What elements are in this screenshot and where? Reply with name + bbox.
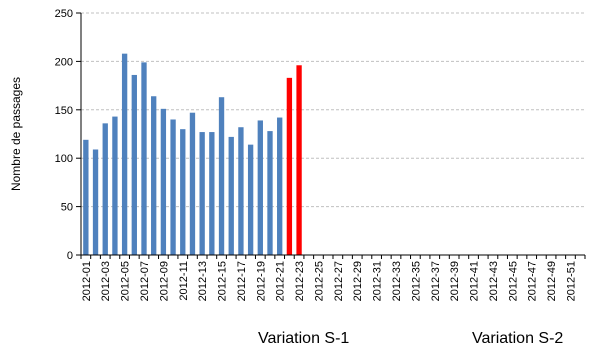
bar-2012-14 [209, 132, 215, 255]
x-tick-label: 2012-05 [120, 261, 132, 301]
x-tick-label: 2012-49 [546, 261, 558, 301]
bar-2012-05 [121, 53, 128, 255]
bar-2012-23 [296, 65, 302, 255]
x-tick-label: 2012-07 [139, 261, 151, 301]
bar-2012-16 [228, 136, 234, 255]
bar-2012-11 [180, 129, 186, 255]
bar-2012-12 [189, 112, 196, 255]
x-tick-label: 2012-15 [217, 261, 229, 301]
x-tick-label: 2012-13 [197, 261, 209, 301]
bar-2012-21 [277, 117, 283, 255]
x-tick-label: 2012-19 [255, 261, 267, 301]
y-axis-label: Nombre de passages [9, 77, 23, 191]
x-tick-label: 2012-23 [294, 261, 306, 301]
bar-2012-07 [141, 62, 147, 256]
y-tick-label: 250 [55, 8, 73, 20]
bar-2012-10 [170, 119, 176, 255]
bar-2012-08 [151, 96, 157, 255]
y-tick-label: 100 [55, 153, 73, 165]
bar-2012-01 [83, 139, 89, 255]
x-tick-label: 2012-43 [488, 261, 500, 301]
x-tick-label: 2012-51 [565, 261, 577, 301]
bar-2012-04 [112, 116, 118, 256]
x-tick-label: 2012-33 [391, 261, 403, 301]
bar-2012-13 [199, 132, 205, 255]
y-tick-label: 150 [55, 105, 73, 117]
footer-variation-s1: Variation S-1 [258, 330, 350, 347]
x-tick-label: 2012-01 [81, 261, 93, 301]
bar-2012-17 [238, 127, 244, 255]
y-tick-label: 200 [55, 56, 73, 68]
grid-layer [81, 12, 585, 208]
x-tick-label: 2012-45 [507, 261, 519, 301]
bar-2012-19 [257, 120, 263, 255]
bar-2012-20 [267, 131, 273, 255]
x-tick-label: 2012-47 [527, 261, 539, 301]
bar-2012-02 [92, 149, 99, 255]
x-tick-label: 2012-21 [275, 261, 287, 301]
x-tick-label: 2012-41 [469, 261, 481, 301]
footer-variation-s2: Variation S-2 [472, 330, 564, 347]
x-tick-label: 2012-03 [100, 261, 112, 301]
x-tick-label: 2012-25 [313, 261, 325, 301]
x-tick-label: 2012-17 [236, 261, 248, 301]
x-tick-label: 2012-29 [352, 261, 364, 301]
bar-2012-09 [160, 108, 167, 255]
bar-2012-18 [247, 144, 254, 255]
x-tick-label: 2012-37 [430, 261, 442, 301]
y-tick-label: 0 [67, 250, 73, 262]
x-tick-label: 2012-27 [333, 261, 345, 301]
x-tick-label: 2012-35 [410, 261, 422, 301]
bars-layer [83, 53, 302, 256]
y-tick-label: 50 [61, 202, 73, 214]
axes-layer [76, 12, 586, 259]
bar-2012-22 [286, 77, 293, 255]
bar-2012-15 [218, 97, 225, 255]
ticks-layer: 0 50 100 150 200 250 2012-01 2012-03 2012-05 2012… [55, 8, 578, 301]
bar-2012-06 [131, 74, 137, 256]
x-tick-label: 2012-31 [372, 261, 384, 301]
x-tick-label: 2012-09 [158, 261, 170, 301]
x-tick-label: 2012-11 [178, 261, 190, 301]
bar-2012-03 [102, 123, 108, 256]
x-tick-label: 2012-39 [449, 261, 461, 301]
